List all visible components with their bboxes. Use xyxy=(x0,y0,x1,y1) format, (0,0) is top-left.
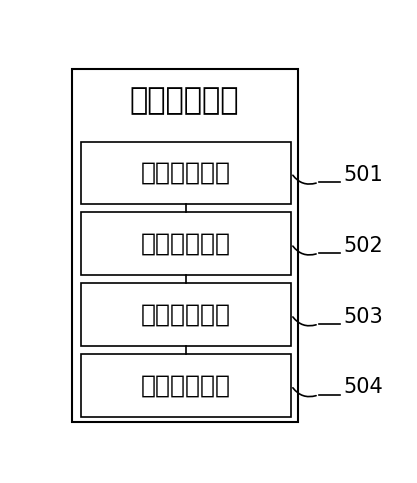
Text: 参数响应单元: 参数响应单元 xyxy=(141,303,231,327)
Text: 协同验证模块: 协同验证模块 xyxy=(141,373,231,398)
Text: 501: 501 xyxy=(343,165,383,185)
Text: 502: 502 xyxy=(343,236,383,256)
Bar xyxy=(81,284,291,346)
Bar xyxy=(81,213,291,275)
Bar xyxy=(81,142,291,204)
Text: 504: 504 xyxy=(343,377,383,398)
Text: 503: 503 xyxy=(343,307,383,327)
Text: 参数更正单元: 参数更正单元 xyxy=(141,232,231,256)
Text: 参数协同模块: 参数协同模块 xyxy=(130,86,239,115)
Bar xyxy=(81,354,291,417)
Bar xyxy=(72,69,298,423)
Text: 参数存储单元: 参数存储单元 xyxy=(141,161,231,185)
